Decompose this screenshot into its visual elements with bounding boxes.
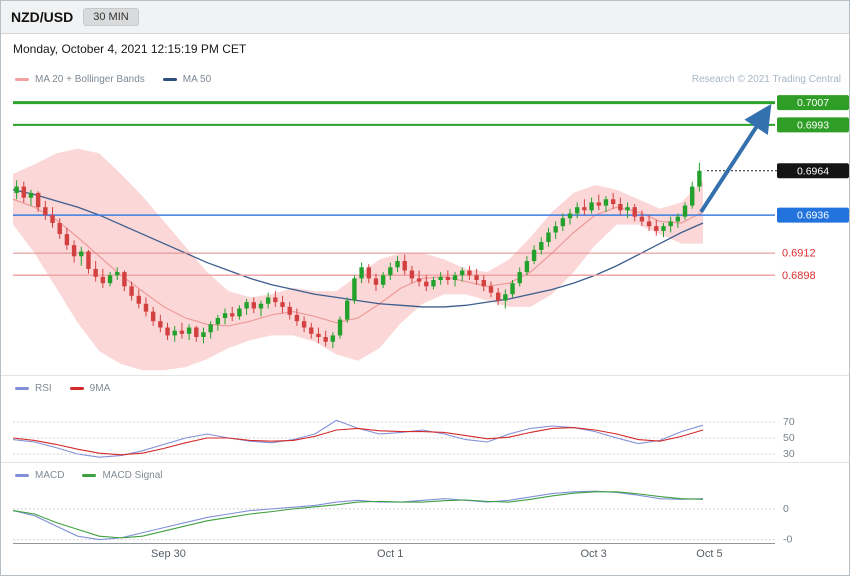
price-level-badge [777, 95, 849, 111]
legend-item-macd: MACD [15, 470, 64, 481]
price-legend-row: MA 20 + Bollinger Bands MA 50 Research ©… [1, 68, 849, 90]
legend-item-bollinger: MA 20 + Bollinger Bands [15, 74, 145, 85]
legend-item-macd-signal: MACD Signal [82, 470, 162, 481]
svg-text:0.7007: 0.7007 [797, 97, 829, 109]
svg-text:0.6898: 0.6898 [782, 270, 816, 282]
rsi-swatch-icon [15, 386, 29, 390]
ma50-legend-label: MA 50 [182, 73, 212, 85]
time-axis-label: Oct 5 [696, 548, 723, 560]
time-axis: Sep 30 Oct 1 Oct 3 Oct 5 [1, 543, 849, 569]
svg-text:0: 0 [783, 503, 789, 515]
bollinger-swatch-icon [15, 77, 29, 81]
header: NZD/USD 30 MIN [1, 1, 849, 34]
macd-legend-label: MACD [35, 469, 65, 481]
attribution-text: Research © 2021 Trading Central [691, 73, 841, 85]
price-chart-panel: MA 20 + Bollinger Bands MA 50 Research ©… [1, 68, 849, 375]
macd-swatch-icon [15, 473, 29, 477]
price-level-badge [777, 163, 849, 179]
svg-text:0.6993: 0.6993 [797, 119, 829, 131]
rsi-panel: RSI 9MA 70 50 30 [1, 375, 849, 462]
svg-text:0.6936: 0.6936 [797, 210, 829, 222]
legend-item-rsi: RSI [15, 383, 52, 394]
svg-text:0.6964: 0.6964 [797, 165, 829, 177]
rsi-legend-label: RSI [35, 382, 52, 394]
time-axis-label: Oct 1 [377, 548, 404, 560]
price-legend: MA 20 + Bollinger Bands MA 50 [15, 74, 211, 85]
rsi-chart[interactable]: 70 50 30 [1, 398, 850, 462]
price-level-badge [777, 117, 849, 133]
macd-signal-legend-label: MACD Signal [102, 469, 163, 481]
svg-text:0.6912: 0.6912 [782, 248, 816, 260]
svg-text:30: 30 [783, 448, 795, 460]
legend-item-9ma: 9MA [69, 382, 111, 394]
svg-text:50: 50 [783, 432, 795, 444]
price-level-badge [777, 207, 849, 223]
ma50-swatch-icon [162, 77, 177, 81]
price-chart[interactable]: 0.7007 0.6993 0.6964 0.6936 0.6912 0.6898 [1, 90, 850, 375]
nine-ma-swatch-icon [69, 386, 84, 390]
bollinger-legend-label: MA 20 + Bollinger Bands [35, 73, 145, 85]
rsi-legend-row: RSI 9MA [1, 378, 849, 398]
macd-chart[interactable]: 0 -0 [1, 485, 850, 543]
timeframe-badge[interactable]: 30 MIN [83, 8, 139, 26]
datetime-text: Monday, October 4, 2021 12:15:19 PM CET [13, 42, 247, 56]
svg-text:-0: -0 [783, 534, 792, 543]
macd-panel: MACD MACD Signal 0 -0 [1, 462, 849, 543]
forecast-arrow-icon [699, 103, 772, 214]
legend-item-ma50: MA 50 [162, 73, 212, 85]
macd-signal-swatch-icon [82, 473, 97, 477]
time-axis-line [13, 543, 775, 544]
symbol-title: NZD/USD [11, 9, 74, 25]
time-axis-label: Oct 3 [580, 548, 607, 560]
macd-legend-row: MACD MACD Signal [1, 465, 849, 485]
time-axis-label: Sep 30 [151, 548, 186, 560]
nine-ma-legend-label: 9MA [89, 382, 111, 394]
svg-text:70: 70 [783, 416, 795, 428]
